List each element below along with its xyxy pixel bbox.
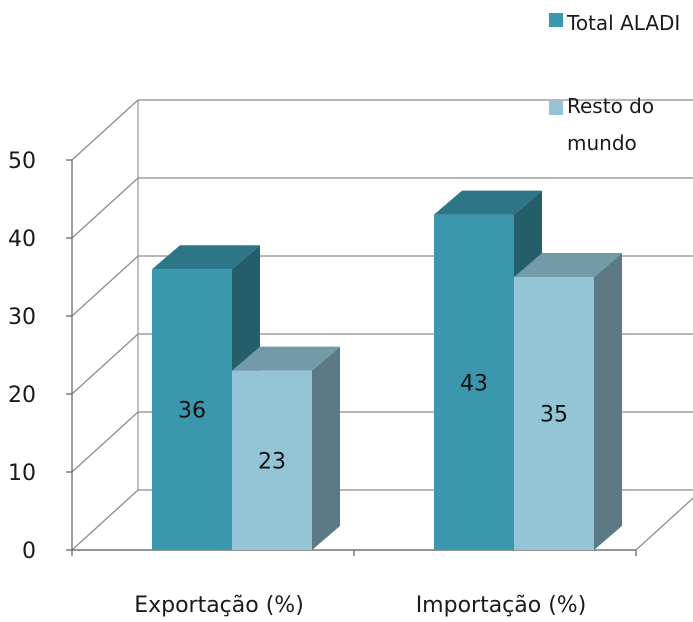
x-tick-label: Exportação (%) <box>134 593 304 618</box>
y-tick-label: 50 <box>8 149 36 174</box>
bar-front <box>232 370 312 550</box>
bar-front <box>152 269 232 550</box>
legend: Total ALADI Resto do mundo <box>549 11 680 155</box>
bar-side <box>594 253 622 550</box>
y-tick-label: 10 <box>8 461 36 486</box>
labels: 0 10 20 30 40 50 36 23 Exportação (%) 43 35 Importa… <box>8 149 586 618</box>
bar-top <box>152 245 260 270</box>
bar-top <box>514 253 622 277</box>
data-label: 23 <box>258 449 286 474</box>
data-label: 35 <box>540 403 568 428</box>
bar <box>232 346 340 550</box>
x-tick-label: Importação (%) <box>416 593 587 618</box>
bar-top <box>434 190 542 215</box>
bar-top <box>232 346 340 371</box>
legend-label: mundo <box>567 131 637 155</box>
gridline <box>71 177 693 239</box>
bar-front <box>514 277 594 550</box>
bars <box>152 190 622 550</box>
bar-side <box>312 346 340 550</box>
legend-swatch <box>549 13 563 27</box>
y-tick-label: 30 <box>8 305 36 330</box>
legend-label: Resto do <box>567 94 654 118</box>
legend-swatch <box>549 101 563 115</box>
y-tick-label: 0 <box>22 539 36 564</box>
bar <box>514 253 622 550</box>
y-tick-label: 20 <box>8 383 36 408</box>
gridlines <box>71 99 693 551</box>
legend-label: Total ALADI <box>566 11 680 35</box>
gridline <box>71 99 693 161</box>
bar-front <box>434 214 514 550</box>
data-label: 43 <box>460 371 488 396</box>
y-tick-label: 40 <box>8 227 36 252</box>
data-label: 36 <box>178 399 206 424</box>
